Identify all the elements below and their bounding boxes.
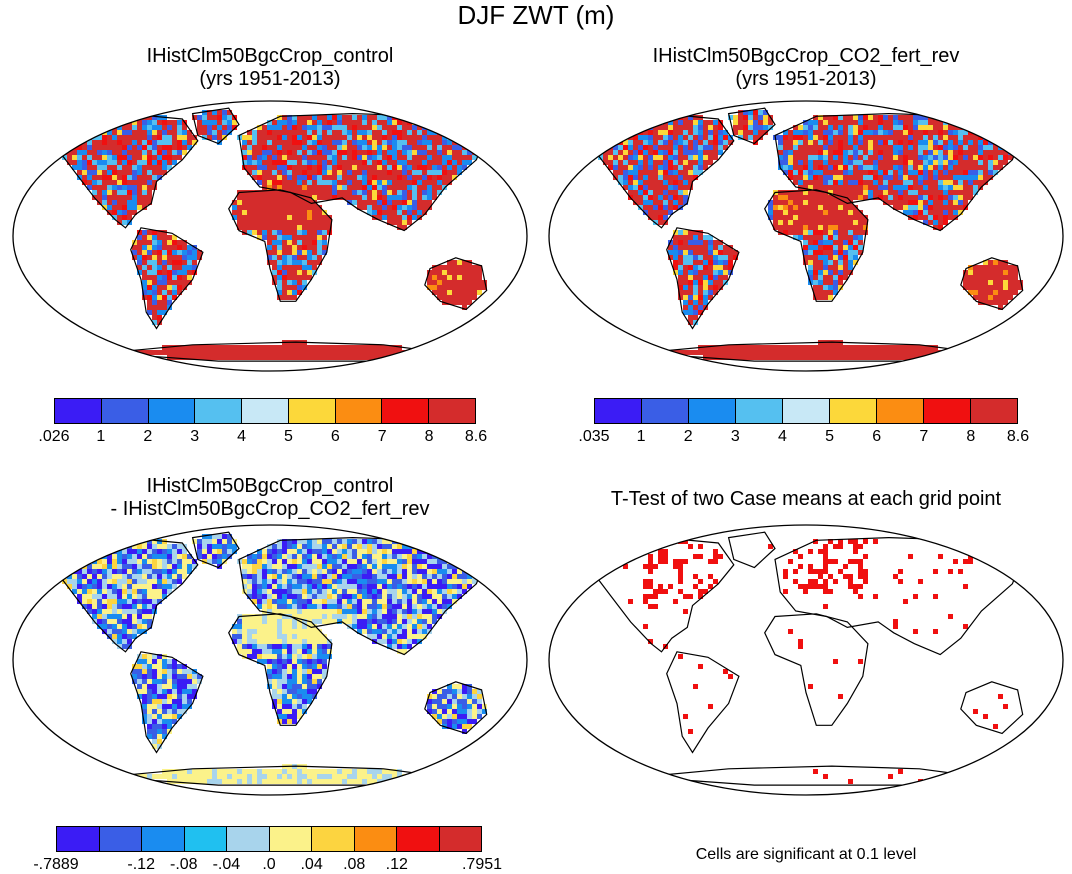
significance-note: Cells are significant at 0.1 level xyxy=(548,846,1064,864)
colorbar-label: .7951 xyxy=(462,856,502,874)
colorbar-swatch xyxy=(242,399,289,423)
colorbar-swatch xyxy=(595,399,642,423)
map-difference xyxy=(12,524,528,796)
colorbar-label: 3 xyxy=(731,428,740,446)
colorbar-swatch xyxy=(397,827,440,851)
colorbar-label: .0 xyxy=(262,856,275,874)
colorbar-swatch xyxy=(55,399,102,423)
colorbar-label: 2 xyxy=(143,428,152,446)
colorbar-swatch xyxy=(227,827,270,851)
colorbar-label: 2 xyxy=(684,428,693,446)
panel-title-co2-line1: IHistClm50BgcCrop_CO2_fert_rev xyxy=(548,45,1064,68)
colorbar-label: -.08 xyxy=(170,856,198,874)
map-co2-fert-rev xyxy=(548,100,1064,372)
colorbar-label: 4 xyxy=(237,428,246,446)
colorbar-co2-fert-rev xyxy=(594,398,1018,424)
colorbar-swatch xyxy=(195,399,242,423)
colorbar-label: 6 xyxy=(872,428,881,446)
colorbar-swatch xyxy=(142,827,185,851)
colorbar-control xyxy=(54,398,476,424)
panel-title-difference-line2: - IHistClm50BgcCrop_CO2_fert_rev xyxy=(12,498,528,521)
colorbar-label: -.04 xyxy=(213,856,241,874)
colorbar-label: 7 xyxy=(919,428,928,446)
colorbar-swatch xyxy=(100,827,143,851)
colorbar-swatch xyxy=(57,827,100,851)
colorbar-label: .12 xyxy=(386,856,408,874)
colorbar-swatch xyxy=(289,399,336,423)
colorbar-label: -.12 xyxy=(127,856,155,874)
colorbar-swatch xyxy=(642,399,689,423)
map-ttest xyxy=(548,524,1064,796)
panel-title-difference-line1: IHistClm50BgcCrop_control xyxy=(12,475,528,498)
colorbar-label: 8 xyxy=(966,428,975,446)
colorbar-swatch xyxy=(382,399,429,423)
colorbar-label: 4 xyxy=(778,428,787,446)
colorbar-swatch xyxy=(736,399,783,423)
colorbar-label: 8 xyxy=(425,428,434,446)
colorbar-label: .035 xyxy=(578,428,609,446)
colorbar-swatch xyxy=(689,399,736,423)
colorbar-label: 3 xyxy=(190,428,199,446)
map-control xyxy=(12,100,528,372)
colorbar-label: 7 xyxy=(378,428,387,446)
colorbar-swatch xyxy=(185,827,228,851)
colorbar-swatch xyxy=(783,399,830,423)
colorbar-swatch xyxy=(149,399,196,423)
colorbar-swatch xyxy=(102,399,149,423)
colorbar-label: 1 xyxy=(637,428,646,446)
colorbar-swatch xyxy=(830,399,877,423)
panel-title-difference: IHistClm50BgcCrop_control - IHistClm50Bg… xyxy=(12,475,528,521)
colorbar-swatch xyxy=(924,399,971,423)
colorbar-label: 6 xyxy=(331,428,340,446)
colorbar-label: .08 xyxy=(343,856,365,874)
panel-title-co2: IHistClm50BgcCrop_CO2_fert_rev (yrs 1951… xyxy=(548,45,1064,91)
panel-title-ttest-line1: T-Test of two Case means at each grid po… xyxy=(548,488,1064,511)
colorbar-label: 8.6 xyxy=(1007,428,1029,446)
panel-title-control-line1: IHistClm50BgcCrop_control xyxy=(12,45,528,68)
colorbar-label: 1 xyxy=(96,428,105,446)
colorbar-swatch xyxy=(877,399,924,423)
colorbar-swatch xyxy=(355,827,398,851)
colorbar-difference xyxy=(56,826,482,852)
figure-title: DJF ZWT (m) xyxy=(0,0,1072,30)
panel-title-control: IHistClm50BgcCrop_control (yrs 1951-2013… xyxy=(12,45,528,91)
colorbar-swatch xyxy=(429,399,475,423)
colorbar-label: -.7889 xyxy=(33,856,78,874)
colorbar-swatch xyxy=(270,827,313,851)
colorbar-label: 5 xyxy=(284,428,293,446)
colorbar-label: .026 xyxy=(38,428,69,446)
panel-title-ttest: T-Test of two Case means at each grid po… xyxy=(548,488,1064,511)
colorbar-swatch xyxy=(312,827,355,851)
colorbar-swatch xyxy=(336,399,383,423)
colorbar-label: 8.6 xyxy=(465,428,487,446)
panel-title-co2-line2: (yrs 1951-2013) xyxy=(548,68,1064,91)
colorbar-label: .04 xyxy=(300,856,322,874)
colorbar-label: 5 xyxy=(825,428,834,446)
colorbar-swatch xyxy=(440,827,482,851)
colorbar-swatch xyxy=(971,399,1017,423)
panel-title-control-line2: (yrs 1951-2013) xyxy=(12,68,528,91)
